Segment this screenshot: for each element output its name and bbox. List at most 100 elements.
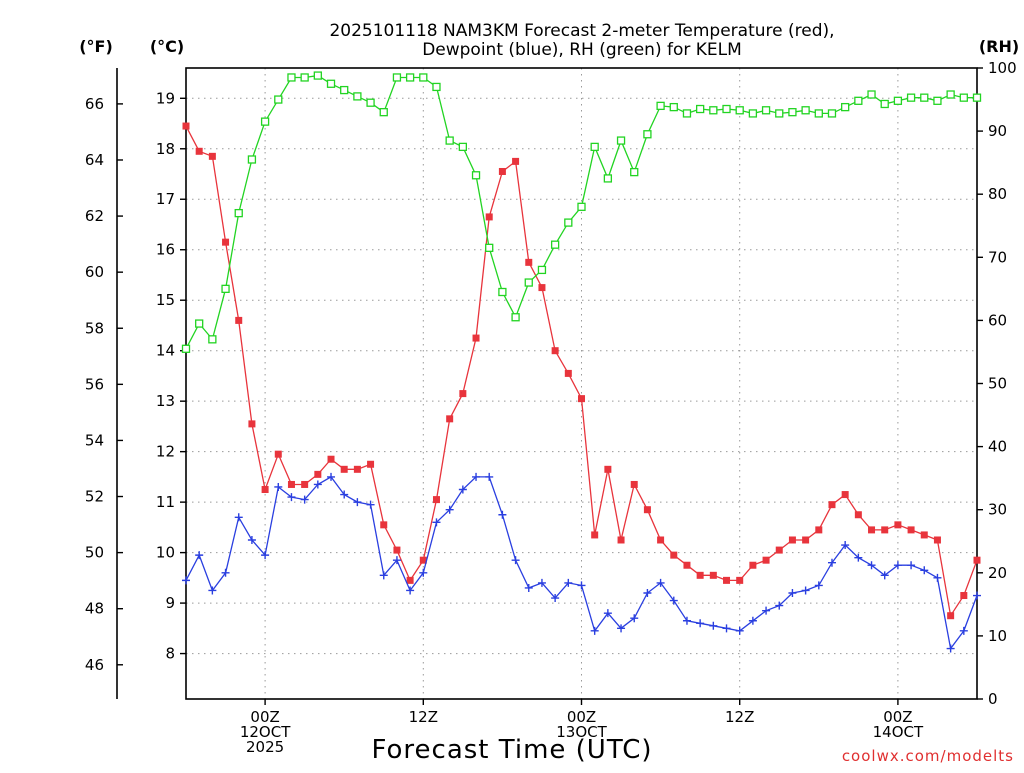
rh-point [788,108,797,117]
2-meter-temperature-point [367,460,375,468]
dewpoint-point [221,568,230,577]
dewpoint-point [287,493,296,502]
2-meter-temperature-point [630,480,638,488]
rh-tick-label: 10 [988,627,1007,645]
2-meter-temperature-point [472,334,480,342]
fahrenheit-unit-label: (°F) [79,37,113,56]
rh-point [366,98,375,107]
rh-point [854,96,863,105]
2-meter-temperature-point [868,526,876,534]
2-meter-temperature-point [538,284,546,292]
2-meter-temperature-point [222,238,230,246]
rh-point [880,99,889,109]
2-meter-temperature-point [920,531,928,539]
dewpoint-point [617,624,626,633]
dewpoint-point [208,586,217,595]
dewpoint-point [340,490,349,499]
rh-point [485,243,494,252]
rh-point [920,93,929,102]
rh-point [247,155,257,164]
2-meter-temperature-point [485,213,493,221]
time-tick-label: 00Z [567,708,596,726]
dewpoint-point [775,601,784,610]
rh-point [313,71,322,80]
2-meter-temperature-point [591,531,599,539]
rh-tick-label: 60 [988,311,1007,329]
dewpoint-point [247,535,256,544]
rh-point [287,73,296,82]
rh-point [616,136,626,145]
rh-point [696,104,705,114]
dewpoint-point [353,498,362,507]
dewpoint-point [313,480,322,489]
dewpoint-point [814,581,823,590]
2-meter-temperature-point [894,521,902,529]
rh-point [458,142,468,152]
rh-point [260,117,270,126]
2-meter-temperature-point [657,536,665,544]
dewpoint-point [669,596,678,605]
rh-point [405,73,415,82]
2-meter-temperature-point [551,347,559,355]
rh-point [379,108,388,117]
rh-point [471,171,481,180]
2-meter-temperature-point [314,470,322,478]
dewpoint-point [762,606,771,615]
rh-point [669,102,678,112]
rh-point [524,278,533,287]
dewpoint-point [511,556,520,565]
rh-point [221,284,230,294]
rh-point [656,101,665,111]
2-meter-temperature-point [380,521,388,529]
fahrenheit-tick-label: 66 [85,95,104,113]
celsius-tick-label: 16 [156,241,175,259]
credit-text: coolwx.com/modelts [842,747,1014,765]
2-meter-temperature-point [564,369,572,377]
dewpoint-point [590,626,599,635]
dewpoint-point [300,495,309,504]
2-meter-temperature-point [274,450,282,458]
rh-point [841,102,850,112]
dewpoint-point [643,588,652,597]
rh-point [682,109,692,118]
2-meter-temperature-point [498,167,506,175]
dewpoint-point [498,510,507,519]
2-meter-temperature-point [208,152,216,160]
2-meter-temperature-point [235,316,243,324]
dewpoint-point [735,626,744,635]
2-meter-temperature-point [643,506,651,514]
2-meter-temperature-point [973,556,981,564]
dewpoint-point [854,553,863,562]
celsius-tick-label: 14 [156,342,175,360]
dewpoint-point [907,561,916,570]
rh-point [972,93,982,102]
rh-point [392,73,402,82]
2-meter-temperature-point [301,480,309,488]
rh-point [300,73,309,82]
rh-point [274,95,283,104]
rh-tick-label: 80 [988,185,1007,203]
rh-point [814,109,823,118]
rh-tick-label: 0 [988,690,998,708]
celsius-tick-label: 17 [156,190,175,208]
2-meter-temperature-point [696,571,704,579]
rh-point [340,85,349,95]
dewpoint-point [234,513,243,522]
rh-point [748,109,758,118]
2-meter-temperature-point [828,501,836,509]
rh-point [498,287,507,297]
rh-point [353,92,362,101]
2-meter-temperature-point [683,561,691,569]
fahrenheit-tick-label: 54 [85,431,104,449]
dewpoint-point [551,594,560,603]
rh-point [867,90,876,99]
2-meter-temperature-point [762,556,770,564]
2-meter-temperature-point [617,536,625,544]
dewpoint-point [195,551,204,560]
dewpoint-point [788,588,797,597]
dewpoint-point [946,644,955,653]
dewpoint-point [485,472,494,481]
dewpoint-point [458,485,467,494]
2-meter-temperature-point [815,526,823,534]
